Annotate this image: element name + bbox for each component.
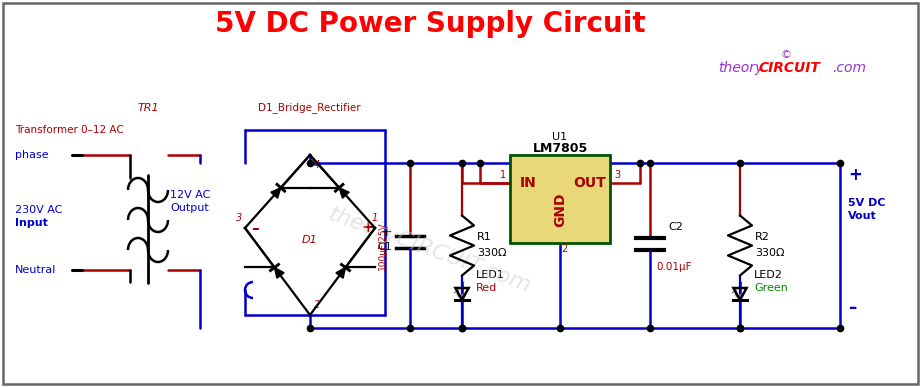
Text: IN: IN bbox=[519, 176, 536, 190]
Text: –: – bbox=[251, 221, 259, 236]
Text: 5V DC Power Supply Circuit: 5V DC Power Supply Circuit bbox=[215, 10, 646, 38]
Text: C1: C1 bbox=[378, 243, 392, 252]
Text: Transformer 0–12 AC: Transformer 0–12 AC bbox=[15, 125, 123, 135]
Text: 3: 3 bbox=[236, 213, 242, 223]
Text: U1: U1 bbox=[553, 132, 567, 142]
Text: 330Ω: 330Ω bbox=[755, 248, 785, 259]
Text: 330Ω: 330Ω bbox=[477, 248, 507, 259]
Text: Vout: Vout bbox=[848, 211, 877, 221]
Text: .com: .com bbox=[832, 61, 866, 75]
Text: Green: Green bbox=[754, 283, 787, 293]
Text: +: + bbox=[380, 224, 392, 238]
Text: Red: Red bbox=[476, 283, 497, 293]
Polygon shape bbox=[271, 188, 281, 198]
Text: 4: 4 bbox=[314, 160, 321, 170]
Text: 3: 3 bbox=[614, 170, 620, 180]
Text: GND: GND bbox=[553, 193, 567, 227]
Text: phase: phase bbox=[15, 150, 49, 160]
Text: –: – bbox=[848, 299, 857, 317]
Polygon shape bbox=[339, 188, 349, 198]
Text: CIRCUIT: CIRCUIT bbox=[758, 61, 820, 75]
Polygon shape bbox=[336, 267, 345, 278]
Text: theoryCIRCUIT.com: theoryCIRCUIT.com bbox=[326, 204, 534, 296]
Text: Output: Output bbox=[170, 203, 209, 213]
Text: ©: © bbox=[780, 50, 791, 60]
Text: 100μF/25V: 100μF/25V bbox=[378, 221, 387, 270]
Text: 1: 1 bbox=[500, 170, 506, 180]
Text: +: + bbox=[361, 221, 374, 236]
Text: LM7805: LM7805 bbox=[532, 142, 588, 154]
Text: R1: R1 bbox=[477, 233, 492, 243]
Bar bbox=[510, 155, 610, 243]
Text: theory: theory bbox=[718, 61, 764, 75]
Text: 12V AC: 12V AC bbox=[170, 190, 210, 200]
Text: LED2: LED2 bbox=[754, 270, 783, 280]
Text: Input: Input bbox=[15, 218, 48, 228]
Text: D1: D1 bbox=[302, 235, 318, 245]
Text: LED1: LED1 bbox=[476, 270, 505, 280]
Polygon shape bbox=[274, 267, 284, 278]
Text: 1: 1 bbox=[372, 213, 379, 223]
Text: Neutral: Neutral bbox=[15, 265, 56, 275]
Text: 230V AC: 230V AC bbox=[15, 205, 63, 215]
Text: 0.01μF: 0.01μF bbox=[656, 262, 692, 272]
Text: TR1: TR1 bbox=[137, 103, 158, 113]
Text: R2: R2 bbox=[755, 233, 770, 243]
Text: C2: C2 bbox=[668, 223, 682, 233]
Text: 2: 2 bbox=[314, 300, 321, 310]
Text: D1_Bridge_Rectifier: D1_Bridge_Rectifier bbox=[258, 103, 361, 113]
Text: 2: 2 bbox=[561, 244, 567, 254]
Text: OUT: OUT bbox=[574, 176, 606, 190]
Text: +: + bbox=[848, 166, 862, 184]
Text: 5V DC: 5V DC bbox=[848, 198, 885, 208]
